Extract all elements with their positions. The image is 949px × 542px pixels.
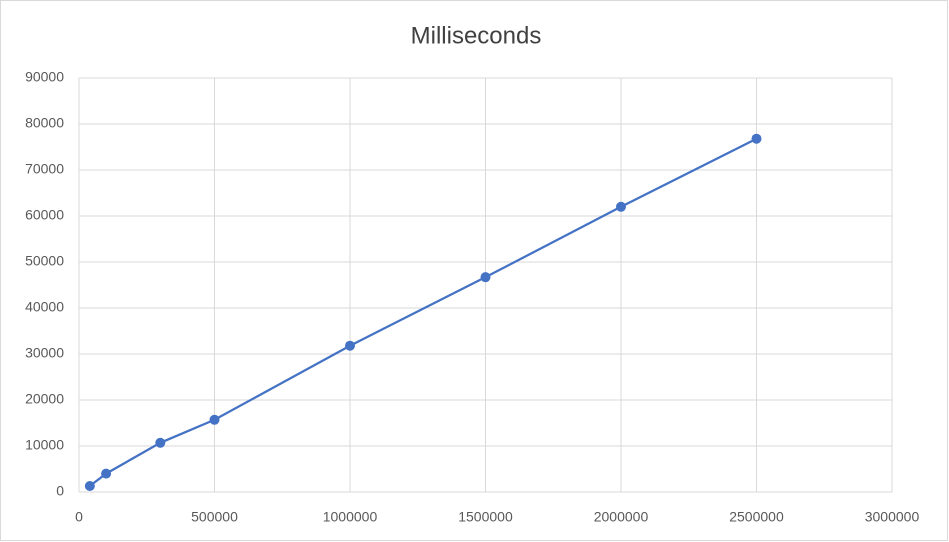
y-tick-label: 90000 xyxy=(25,69,64,85)
data-point xyxy=(101,468,112,479)
y-tick-label: 80000 xyxy=(25,115,64,131)
data-point xyxy=(345,340,355,351)
y-tick-label: 0 xyxy=(56,483,64,499)
y-tick-label: 30000 xyxy=(25,345,64,361)
series-line xyxy=(89,137,758,487)
y-tick-label: 50000 xyxy=(25,253,64,269)
x-tick-label: 2000000 xyxy=(594,509,649,525)
data-point xyxy=(209,414,220,425)
y-tick-label: 40000 xyxy=(25,299,64,315)
data-point xyxy=(480,272,491,283)
x-tick-label: 2500000 xyxy=(729,509,784,525)
data-point xyxy=(751,133,762,144)
chart-title: Milliseconds xyxy=(411,22,542,49)
y-tick-label: 70000 xyxy=(25,161,64,177)
data-point xyxy=(84,481,95,492)
x-tick-label: 0 xyxy=(75,509,83,525)
x-tick-label: 3000000 xyxy=(865,509,920,525)
x-tick-label: 1500000 xyxy=(458,509,513,525)
x-tick-label: 1000000 xyxy=(323,509,378,525)
data-point xyxy=(616,201,626,212)
y-tick-label: 60000 xyxy=(25,207,64,223)
x-tick-label: 500000 xyxy=(191,509,238,525)
data-point xyxy=(155,437,166,448)
y-tick-label: 20000 xyxy=(25,391,64,407)
y-tick-label: 10000 xyxy=(25,437,64,453)
